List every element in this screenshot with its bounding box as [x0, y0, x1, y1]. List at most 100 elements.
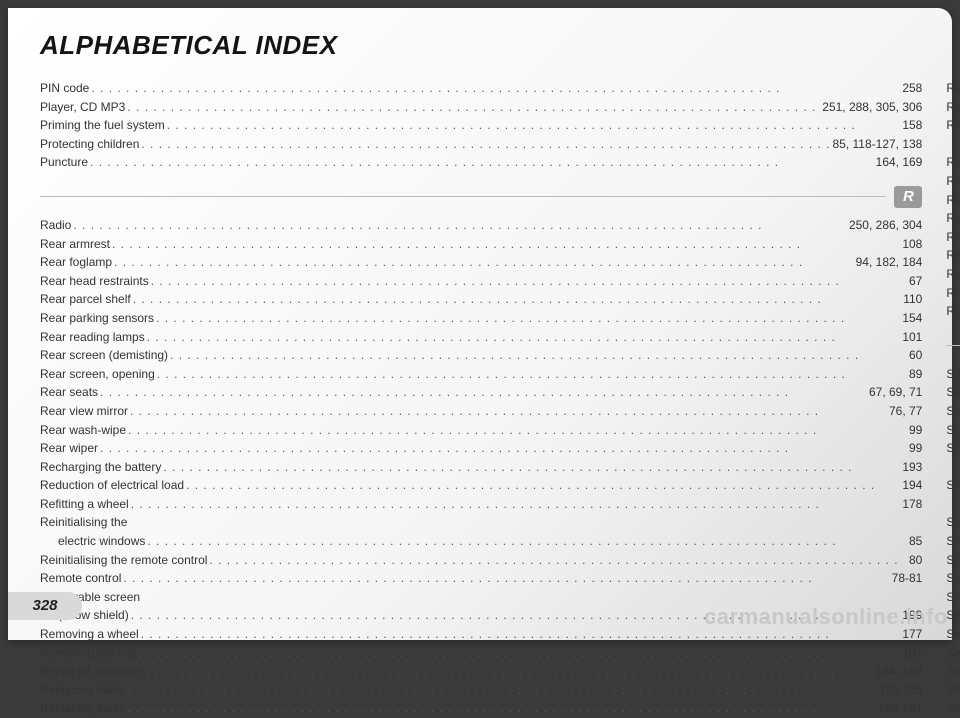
index-entry: Rear seats. . . . . . . . . . . . . . . … — [40, 383, 922, 402]
index-entry: Setting the clock. . . . . . . . . . . .… — [946, 662, 960, 681]
index-term: Safety for children — [946, 365, 960, 384]
index-entry: Sidelamps. . . . . . . . . . . . . . . .… — [946, 699, 960, 718]
index-term: Radio — [40, 216, 71, 235]
index-column: PIN code . . . . . . . . . . . . . . . . … — [40, 79, 922, 609]
index-term: Refitting a wheel — [40, 495, 129, 514]
index-term: Screen, multifunction (without audio — [946, 476, 960, 495]
divider-line — [946, 345, 960, 346]
index-entry: Retractable colour screen. . . . . . . .… — [946, 209, 960, 228]
index-term: Rear parcel shelf — [40, 290, 131, 309]
index-entry: Removing the mat. . . . . . . . . . . . … — [40, 644, 922, 663]
leader-dots: . . . . . . . . . . . . . . . . . . . . … — [129, 495, 903, 514]
index-term: Routine checks — [946, 284, 960, 303]
index-entry: Rear screen, opening. . . . . . . . . . … — [40, 365, 922, 384]
leader-dots: . . . . . . . . . . . . . . . . . . . . … — [125, 681, 878, 700]
index-term: Rear reading lamps — [40, 328, 145, 347]
index-term: Removing the mat — [40, 644, 137, 663]
index-term: Screen-wash reservoir — [946, 513, 960, 532]
index-entry: Remote control. . . . . . . . . . . . . … — [40, 569, 922, 588]
index-term: Rear wash-wipe — [40, 421, 126, 440]
letter-box: R — [894, 186, 922, 208]
index-pages: 60 — [909, 346, 922, 365]
index-entry: Rear parking sensors. . . . . . . . . . … — [40, 309, 922, 328]
index-entry: Reversing lamp. . . . . . . . . . . . . … — [946, 246, 960, 265]
index-term: Replacing fuses — [40, 699, 125, 718]
index-entry: Player, CD MP3. . . . . . . . . . . . . … — [40, 98, 922, 117]
index-pages: 179-185 — [878, 681, 922, 700]
index-term: Reinitialising the remote control — [40, 551, 207, 570]
index-pages: 94, 182, 184 — [856, 253, 923, 272]
index-pages: 108 — [902, 235, 922, 254]
index-entry: Reinitialising the — [40, 513, 922, 532]
leader-dots: . . . . . . . . . . . . . . . . . . . . … — [88, 153, 876, 172]
index-entry: electric windows. . . . . . . . . . . . … — [40, 532, 922, 551]
index-pages: 164, 169 — [876, 153, 923, 172]
index-entry: Recharging the battery. . . . . . . . . … — [40, 458, 922, 477]
index-term: Satellite navigation system — [946, 383, 960, 402]
index-pages: 85 — [909, 532, 922, 551]
index-entry: Seat adjustment. . . . . . . . . . . . .… — [946, 569, 960, 588]
index-entry: Rear view mirror. . . . . . . . . . . . … — [40, 402, 922, 421]
letter-divider: R — [40, 186, 922, 208]
index-pages: 193 — [902, 458, 922, 477]
index-entry: Resetting the trip recorder. . . . . . .… — [946, 191, 960, 210]
leader-dots: . . . . . . . . . . . . . . . . . . . . … — [165, 116, 903, 135]
index-term: PIN code — [40, 79, 89, 98]
leader-dots: . . . . . . . . . . . . . . . . . . . . … — [98, 383, 869, 402]
index-entry: Screen, monochrome C. . . . . . . . . . … — [946, 421, 960, 440]
index-entry: PIN code. . . . . . . . . . . . . . . . … — [40, 79, 922, 98]
leader-dots: . . . . . . . . . . . . . . . . . . . . … — [126, 421, 909, 440]
index-entry: Short-cut menus. . . . . . . . . . . . .… — [946, 681, 960, 700]
index-term: Seat configurations — [946, 606, 960, 625]
index-term: Replacing bulbs — [40, 681, 125, 700]
index-term: Rear head restraints — [40, 272, 149, 291]
index-term: Screen, multifunction (with audio — [946, 439, 960, 458]
leader-dots: . . . . . . . . . . . . . . . . . . . . … — [71, 216, 849, 235]
leader-dots: . . . . . . . . . . . . . . . . . . . . … — [139, 135, 832, 154]
index-term: Replacing the passenger — [946, 116, 960, 135]
index-term: Resetting the trip recorder — [946, 191, 960, 210]
index-term: Retractable colour screen — [946, 209, 960, 228]
index-entry: Screen, multifunction (without audio — [946, 476, 960, 495]
index-entry: Refitting a wheel. . . . . . . . . . . .… — [40, 495, 922, 514]
index-term: Screen menu map — [946, 532, 960, 551]
index-entry: Radio. . . . . . . . . . . . . . . . . .… — [40, 216, 922, 235]
index-term: Sidelamps — [946, 699, 960, 718]
index-term: electric windows — [58, 532, 145, 551]
index-entry: Seat configurations. . . . . . . . . . .… — [946, 606, 960, 625]
index-entry: Seat belts. . . . . . . . . . . . . . . … — [946, 588, 960, 607]
index-term: Reversing lamp — [946, 246, 960, 265]
index-pages: 99 — [909, 421, 922, 440]
index-entry: Rev counter. . . . . . . . . . . . . . .… — [946, 228, 960, 247]
leader-dots: . . . . . . . . . . . . . . . . . . . . … — [98, 439, 909, 458]
index-pages: 164, 169 — [876, 662, 923, 681]
index-term: Priming the fuel system — [40, 116, 165, 135]
leader-dots: . . . . . . . . . . . . . . . . . . . . … — [154, 309, 902, 328]
leader-dots: . . . . . . . . . . . . . . . . . . . . … — [184, 476, 902, 495]
index-entry: Replacing wiper blades. . . . . . . . . … — [946, 153, 960, 172]
leader-dots: . . . . . . . . . . . . . . . . . . . . … — [168, 346, 909, 365]
index-pages: 107 — [902, 644, 922, 663]
leader-dots: . . . . . . . . . . . . . . . . . . . . … — [144, 662, 876, 681]
index-pages: 78-81 — [892, 569, 923, 588]
index-term: Protecting children — [40, 135, 139, 154]
index-entry: Routine checks. . . . . . . . . . . . . … — [946, 284, 960, 303]
index-entry: Rear wiper. . . . . . . . . . . . . . . … — [40, 439, 922, 458]
index-term: Service indicator — [946, 644, 960, 663]
index-term: Rear wiper — [40, 439, 98, 458]
index-term: Seat adjustment — [946, 569, 960, 588]
index-pages: 251, 288, 305, 306 — [822, 98, 922, 117]
index-entry: Running out of fuel (Diesel). . . . . . … — [946, 302, 960, 321]
index-pages: 194 — [902, 476, 922, 495]
index-entry: Replacing the oil filter. . . . . . . . … — [946, 98, 960, 117]
index-entry: Rear screen (demisting). . . . . . . . .… — [40, 346, 922, 365]
index-term: Screen, colour 16/9 — [946, 402, 960, 421]
index-entry: Rear parcel shelf. . . . . . . . . . . .… — [40, 290, 922, 309]
index-term: Rear view mirror — [40, 402, 128, 421]
index-term: Screen, monochrome C — [946, 421, 960, 440]
index-entry: Replacing fuses. . . . . . . . . . . . .… — [40, 699, 922, 718]
page: ALPHABETICAL INDEX PIN code. . . . . . .… — [8, 8, 952, 640]
index-entry: equipment). . . . . . . . . . . . . . . … — [946, 458, 960, 477]
index-term: Reinitialising the — [40, 513, 127, 532]
leader-dots: . . . . . . . . . . . . . . . . . . . . … — [145, 532, 909, 551]
